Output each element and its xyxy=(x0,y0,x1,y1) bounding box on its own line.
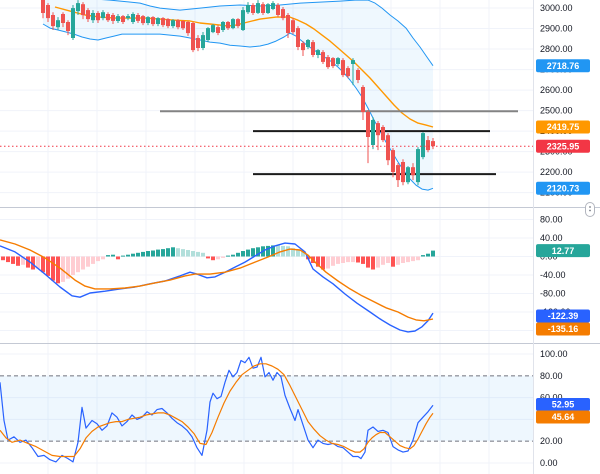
axis-badge-45.64: 45.64 xyxy=(536,410,590,424)
svg-text:-135.16: -135.16 xyxy=(548,324,579,334)
macd-histogram xyxy=(1,245,435,284)
bollinger-fill xyxy=(43,0,433,191)
vertical-gridlines xyxy=(47,0,490,474)
stoch-band-fill xyxy=(0,375,533,442)
axis-badge-2718.76: 2718.76 xyxy=(536,59,590,73)
axis-tick-label: 2900.00 xyxy=(540,24,573,34)
macd-line xyxy=(0,242,434,333)
axis-tick-label: 3000.00 xyxy=(540,3,573,13)
price-axis[interactable]: 3000.002900.002800.002700.002600.002500.… xyxy=(533,0,595,474)
stoch-d-line xyxy=(0,363,434,458)
axis-badge--122.39: -122.39 xyxy=(536,309,590,323)
price-pane[interactable] xyxy=(0,0,533,191)
axis-tick-label: 80.00 xyxy=(540,371,563,381)
svg-text:2718.76: 2718.76 xyxy=(547,61,580,71)
axis-tick-label: 0.00 xyxy=(540,458,558,468)
axis-tick-label: 2500.00 xyxy=(540,106,573,116)
axis-tick-label: 2200.00 xyxy=(540,167,573,177)
pane-resize-handle[interactable] xyxy=(585,202,595,217)
svg-text:12.77: 12.77 xyxy=(552,246,575,256)
axis-tick-label: 20.00 xyxy=(540,436,563,446)
svg-text:45.64: 45.64 xyxy=(552,412,575,422)
svg-text:-122.39: -122.39 xyxy=(548,311,579,321)
macd-horizontal-gridlines xyxy=(0,219,533,332)
axis-tick-label: -80.00 xyxy=(540,289,566,299)
svg-text:2419.75: 2419.75 xyxy=(547,122,580,132)
axis-badge-52.95: 52.95 xyxy=(536,398,590,411)
stoch-horizontal-gridlines xyxy=(0,353,533,464)
axis-badge-2419.75: 2419.75 xyxy=(536,120,590,134)
bollinger-upper-line xyxy=(101,0,434,66)
axis-tick-label: -40.00 xyxy=(540,270,566,280)
axis-badge-2325.95: 2325.95 xyxy=(536,139,590,153)
axis-badge--135.16: -135.16 xyxy=(536,322,590,336)
stoch-k-line xyxy=(0,356,434,463)
axis-tick-label: 40.00 xyxy=(540,233,563,243)
axis-tick-label: 100.00 xyxy=(540,349,568,359)
axis-tick-label: 2800.00 xyxy=(540,44,573,54)
axis-badge-2120.73: 2120.73 xyxy=(536,181,590,195)
axis-tick-label: 80.00 xyxy=(540,215,563,225)
axis-tick-label: 60.00 xyxy=(540,393,563,403)
macd-pane[interactable] xyxy=(0,239,435,333)
svg-text:2325.95: 2325.95 xyxy=(547,142,580,152)
axis-badge-12.77: 12.77 xyxy=(536,244,590,258)
svg-text:2120.73: 2120.73 xyxy=(547,184,580,194)
svg-text:52.95: 52.95 xyxy=(552,400,575,410)
macd-signal-line xyxy=(0,239,434,322)
axis-tick-label: 2600.00 xyxy=(540,85,573,95)
stoch-pane[interactable] xyxy=(0,356,533,463)
candles-series xyxy=(41,0,435,187)
